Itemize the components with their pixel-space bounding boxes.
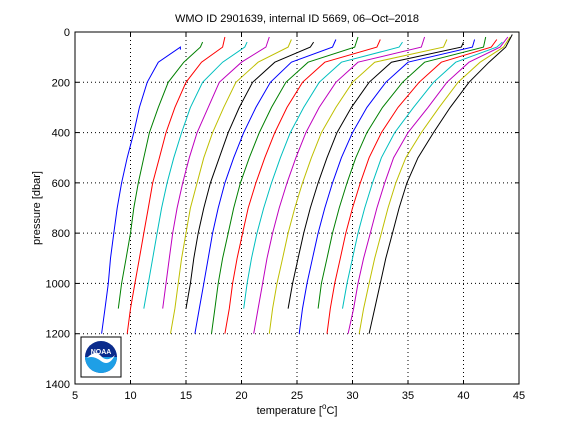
x-axis-title-suffix: C] — [326, 405, 337, 417]
y-tick-label: 800 — [52, 228, 70, 240]
profile-line-13 — [268, 39, 448, 334]
profile-line-12 — [253, 36, 426, 334]
x-axis-title-degree: o — [322, 402, 327, 411]
x-axis-ticks: 5 10 15 20 25 30 35 40 45 — [72, 32, 525, 402]
x-tick-label: 15 — [180, 390, 192, 402]
profile-line-3 — [126, 36, 226, 334]
profile-line-21 — [368, 34, 513, 334]
x-tick-label: 10 — [124, 390, 136, 402]
profile-line-15 — [298, 39, 476, 334]
profile-line-16 — [317, 36, 487, 309]
profile-line-19 — [347, 36, 509, 334]
x-axis-title-prefix: temperature [ — [257, 405, 322, 417]
x-tick-label: 35 — [402, 390, 414, 402]
temperature-profiles — [101, 34, 513, 334]
profile-line-2 — [117, 41, 204, 309]
x-tick-label: 40 — [457, 390, 469, 402]
profile-line-14 — [287, 41, 464, 309]
noaa-logo-text: NOAA — [91, 349, 112, 356]
profile-line-10 — [224, 39, 381, 334]
y-axis-title: pressure [dbar] — [31, 171, 43, 245]
y-axis-ticks: 0 200 400 600 800 1000 1200 1400 — [46, 27, 519, 391]
y-tick-label: 1400 — [46, 379, 70, 391]
profile-line-20 — [358, 36, 511, 334]
x-tick-label: 25 — [291, 390, 303, 402]
y-tick-label: 1200 — [46, 329, 70, 341]
x-tick-label: 45 — [513, 390, 525, 402]
profile-line-11 — [243, 41, 403, 309]
noaa-logo-bird-icon — [87, 352, 115, 363]
profile-line-4 — [143, 41, 248, 309]
profile-line-5 — [162, 36, 270, 309]
profile-line-17 — [326, 39, 498, 334]
chart-title: WMO ID 2901639, internal ID 5669, 06–Oct… — [175, 13, 419, 25]
profile-line-6 — [170, 39, 292, 334]
y-tick-label: 200 — [52, 77, 70, 89]
profile-line-9 — [211, 36, 359, 334]
x-tick-label: 30 — [346, 390, 358, 402]
y-tick-label: 1000 — [46, 278, 70, 290]
profile-line-1 — [101, 46, 181, 334]
y-tick-label: 400 — [52, 128, 70, 140]
y-tick-label: 600 — [52, 178, 70, 190]
noaa-logo: NOAA — [80, 336, 122, 378]
x-axis-title: temperature [oC] — [257, 402, 338, 417]
profile-line-7 — [185, 41, 315, 309]
y-tick-label: 0 — [64, 27, 70, 39]
profile-line-18 — [342, 41, 503, 309]
x-tick-label: 20 — [235, 390, 247, 402]
x-tick-label: 5 — [72, 390, 78, 402]
profile-line-8 — [194, 39, 337, 334]
